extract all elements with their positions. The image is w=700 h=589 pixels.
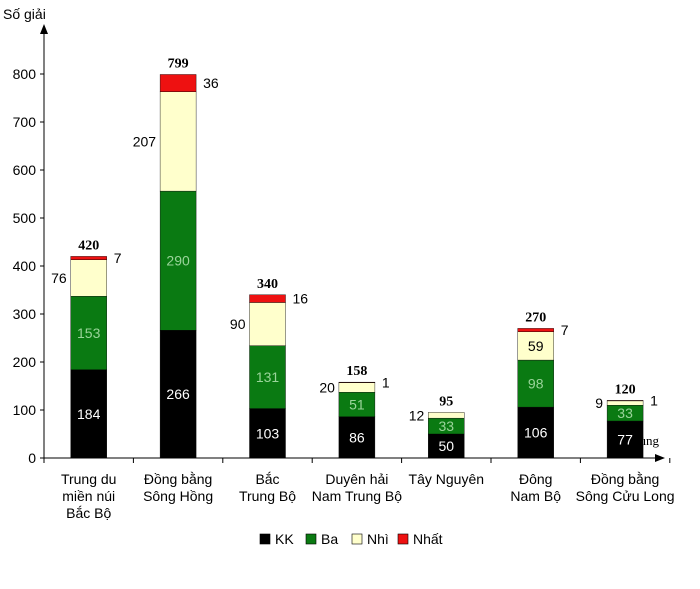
- value-label: 36: [203, 75, 219, 91]
- value-label: 33: [617, 405, 633, 421]
- bar-segment-nhất: [70, 256, 107, 260]
- value-label: 98: [528, 376, 544, 392]
- y-tick-label: 100: [13, 402, 37, 418]
- value-label: 184: [77, 406, 101, 422]
- value-label: 59: [528, 338, 544, 354]
- value-label: 51: [349, 396, 365, 412]
- value-label: 290: [166, 253, 190, 269]
- bar-segment-ba: [517, 359, 554, 408]
- total-label: 340: [257, 277, 278, 292]
- bar-segment-nhất: [159, 74, 197, 92]
- bar-segment-kk: [517, 406, 554, 459]
- value-label: 153: [77, 325, 101, 341]
- category-label: Duyên hải Nam Trung Bộ: [312, 471, 402, 504]
- bar-segment-kk: [428, 433, 465, 459]
- category-label: Bắc Trung Bộ: [239, 471, 296, 504]
- value-label: 7: [114, 250, 122, 266]
- y-tick-label: 0: [28, 450, 36, 466]
- y-tick-label: 800: [13, 66, 37, 82]
- bar-segment-nhất: [249, 294, 286, 303]
- total-label: 799: [168, 56, 189, 71]
- bar-segment-nhì: [70, 259, 107, 297]
- legend-label: Ba: [321, 531, 338, 547]
- legend-label: Nhất: [413, 531, 443, 547]
- value-label: 16: [293, 291, 309, 307]
- bar-segment-nhì: [338, 382, 376, 393]
- value-label: 20: [319, 379, 335, 395]
- bar-segment-nhì: [428, 412, 465, 419]
- y-tick-label: 700: [13, 114, 37, 130]
- legend-label: KK: [275, 531, 294, 547]
- y-tick-label: 200: [13, 354, 37, 370]
- bar-segment-kk: [338, 416, 376, 459]
- bar-segment-nhì: [517, 331, 554, 361]
- legend-swatch-kk: [259, 533, 271, 545]
- bar-segment-nhất: [517, 328, 554, 332]
- y-axis-arrow: [40, 24, 48, 34]
- bar-segment-ba: [338, 392, 376, 417]
- y-tick-label: 600: [13, 162, 37, 178]
- category-label: Đồng bằng Sông Hồng: [143, 471, 213, 504]
- category-label: Trung du miền núi Bắc Bộ: [61, 471, 117, 521]
- bars: [70, 74, 644, 459]
- x-axis-arrow: [655, 454, 665, 462]
- y-tick-label: 400: [13, 258, 37, 274]
- value-label: 86: [349, 429, 365, 445]
- value-label: 9: [595, 395, 603, 411]
- value-label: 33: [439, 418, 455, 434]
- bar-segment-kk: [606, 420, 644, 459]
- value-label: 76: [51, 270, 67, 286]
- value-label: 207: [133, 133, 157, 149]
- value-label: 50: [439, 438, 455, 454]
- total-label: 120: [615, 382, 636, 397]
- y-axis-title: Số giải: [3, 6, 46, 22]
- category-label: Đông Nam Bộ: [510, 471, 561, 504]
- bar-segment-ba: [70, 296, 107, 370]
- category-label: Đồng bằng Sông Cửu Long: [576, 471, 675, 504]
- category-label: Tây Nguyên: [409, 471, 484, 487]
- value-label: 77: [617, 432, 633, 448]
- labels: Trung du miền núi Bắc Bộ Đồng bằng Sông Hồng…: [51, 56, 674, 521]
- legend: KK Ba Nhì Nhất: [259, 531, 443, 547]
- value-label: 103: [256, 425, 280, 441]
- bar-segment-nhì: [249, 302, 286, 346]
- value-label: 1: [650, 393, 658, 409]
- value-label: 1: [382, 374, 390, 390]
- bar-segment-kk: [70, 369, 107, 459]
- value-label: 131: [256, 369, 280, 385]
- total-label: 158: [346, 364, 367, 379]
- y-tick-label: 500: [13, 210, 37, 226]
- bar-segment-nhì: [159, 91, 197, 192]
- bar-segment-kk: [159, 330, 197, 459]
- legend-swatch-ba: [305, 533, 317, 545]
- legend-swatch-nhất: [397, 533, 409, 545]
- value-label: 7: [561, 322, 569, 338]
- value-label: 106: [524, 425, 548, 441]
- y-tick-label: 300: [13, 306, 37, 322]
- value-label: 266: [166, 386, 190, 402]
- bar-segment-ba: [159, 190, 197, 331]
- legend-label: Nhì: [367, 531, 389, 547]
- legend-swatch-nhì: [351, 533, 363, 545]
- total-label: 420: [78, 238, 99, 253]
- total-label: 270: [525, 310, 546, 325]
- value-label: 90: [230, 316, 246, 332]
- value-label: 12: [409, 407, 425, 423]
- total-label: 95: [439, 394, 453, 409]
- bar-segment-kk: [249, 408, 286, 459]
